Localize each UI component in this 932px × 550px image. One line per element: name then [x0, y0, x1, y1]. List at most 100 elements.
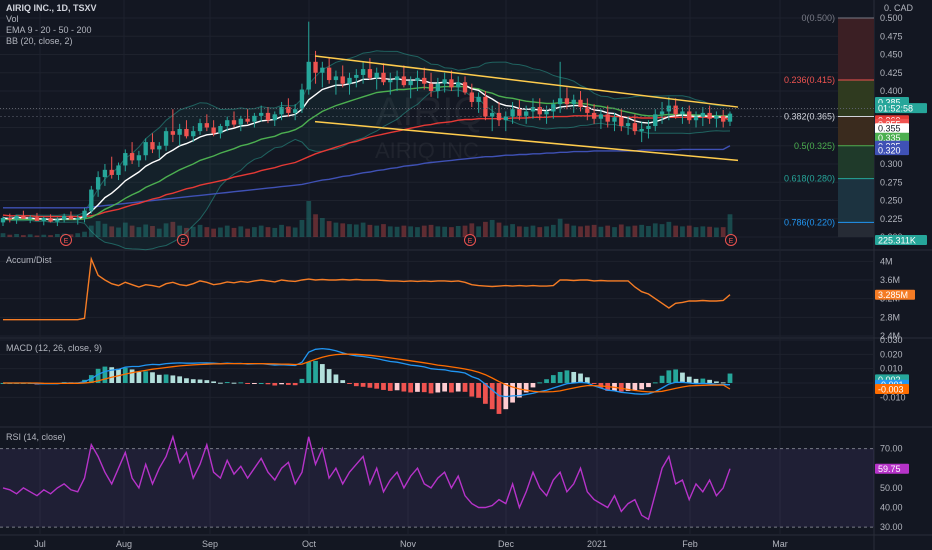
candle-body — [721, 115, 726, 122]
candle-body — [523, 111, 529, 116]
macd-histogram-bar — [102, 366, 108, 383]
ema9-line — [2, 77, 731, 221]
macd-line — [3, 347, 730, 398]
macd-histogram-bar — [387, 383, 393, 391]
macd-histogram-bar — [707, 379, 712, 383]
macd-histogram-bar — [306, 361, 312, 383]
price-tick-label: 0.275 — [880, 177, 903, 187]
candle-body — [89, 189, 94, 211]
volume-bar — [252, 227, 257, 237]
volume-bar — [258, 225, 264, 237]
fib-zone — [838, 178, 874, 223]
earnings-marker-label: E — [468, 238, 473, 245]
macd-histogram-bar — [537, 382, 543, 384]
volume-bar — [319, 218, 325, 237]
volume-bar — [571, 225, 577, 237]
candle-body — [272, 114, 277, 121]
earnings-marker-label: E — [181, 238, 186, 245]
macd-histogram-bar — [238, 382, 244, 384]
candle-body — [265, 112, 271, 121]
macd-histogram-bar — [449, 383, 454, 393]
volume-bar — [625, 226, 631, 237]
macd-histogram-bar — [285, 383, 291, 385]
volume-bar — [693, 227, 699, 237]
ema-label: EMA 9 - 20 - 50 - 200 — [6, 25, 92, 35]
candle-body — [537, 107, 542, 115]
macd-histogram-bar — [666, 370, 672, 383]
macd-histogram-bar — [455, 383, 461, 392]
candle-body — [102, 169, 108, 178]
volume-bar — [116, 227, 121, 237]
volume-bar — [150, 226, 155, 237]
macd-histogram-bar — [530, 383, 536, 388]
rsi-tick-label: 40.00 — [880, 502, 903, 512]
macd-histogram-bar — [571, 371, 577, 383]
volume-bar — [489, 219, 495, 237]
macd-histogram-bar — [163, 374, 169, 383]
candle-body — [143, 142, 148, 156]
price-label-bg — [875, 123, 909, 134]
candle-body — [442, 79, 447, 84]
candle-body — [68, 215, 74, 220]
volume-bar — [231, 227, 237, 237]
volume-bar — [204, 227, 210, 237]
macd-label: -0.003 — [878, 385, 904, 395]
macd-histogram-bar — [428, 383, 434, 394]
candle-body — [163, 131, 169, 146]
volume-bar — [285, 226, 291, 237]
volume-bar — [646, 226, 651, 237]
volume-bar — [727, 214, 733, 237]
candle-body — [218, 126, 223, 134]
macd-label-bg — [875, 384, 909, 395]
volume-bar — [265, 227, 271, 237]
fib-label: 0.236(0.415) — [784, 75, 835, 85]
macd-histogram-bar — [557, 371, 563, 383]
candle-body — [211, 127, 216, 134]
candle-body — [449, 79, 454, 88]
time-axis-label: Mar — [772, 539, 788, 549]
volume-bar — [95, 221, 101, 237]
volume-bar — [34, 235, 40, 237]
price-label: 0.355 — [878, 124, 901, 134]
volume-bar — [54, 233, 60, 237]
volume-bar — [340, 223, 346, 237]
candle-body — [612, 117, 617, 122]
macd-histogram-bar — [483, 383, 488, 404]
macd-histogram-bar — [591, 383, 597, 384]
volume-bar — [578, 226, 583, 237]
candle-body — [313, 61, 318, 73]
macd-histogram-bar — [224, 382, 230, 384]
volume-bar — [598, 226, 604, 237]
macd-tick-label: -0.010 — [880, 392, 906, 402]
volume-bar — [367, 224, 373, 237]
volume-bar — [666, 221, 672, 237]
volume-bar — [659, 224, 665, 237]
macd-histogram-bar — [347, 383, 352, 384]
candle-body — [646, 126, 651, 129]
candle-body — [693, 116, 699, 121]
rsi-last-label: 59.75 — [878, 464, 901, 474]
accum-tick-label: 4M — [880, 256, 893, 266]
candle-body — [333, 76, 339, 81]
candle-body — [7, 218, 12, 220]
macd-histogram-bar — [544, 379, 549, 383]
macd-histogram-bar — [143, 371, 149, 383]
macd-histogram-bar — [564, 370, 570, 383]
volume-bar — [381, 224, 386, 237]
candle-body — [517, 109, 522, 116]
fib-label: 0.5(0.325) — [794, 141, 835, 151]
macd-histogram-bar — [469, 383, 475, 397]
volume-bar — [700, 226, 706, 237]
volume-bar — [449, 227, 454, 237]
candle-body — [306, 61, 311, 90]
volume-bar — [122, 222, 128, 237]
candle-body — [204, 123, 210, 128]
volume-bar — [306, 201, 312, 237]
volume-bar — [652, 223, 658, 237]
macd-histogram-bar — [415, 383, 420, 392]
bollinger-fill — [3, 50, 730, 250]
volume-bar — [143, 224, 149, 237]
macd-histogram-bar — [584, 377, 590, 383]
candle-body — [136, 155, 142, 161]
